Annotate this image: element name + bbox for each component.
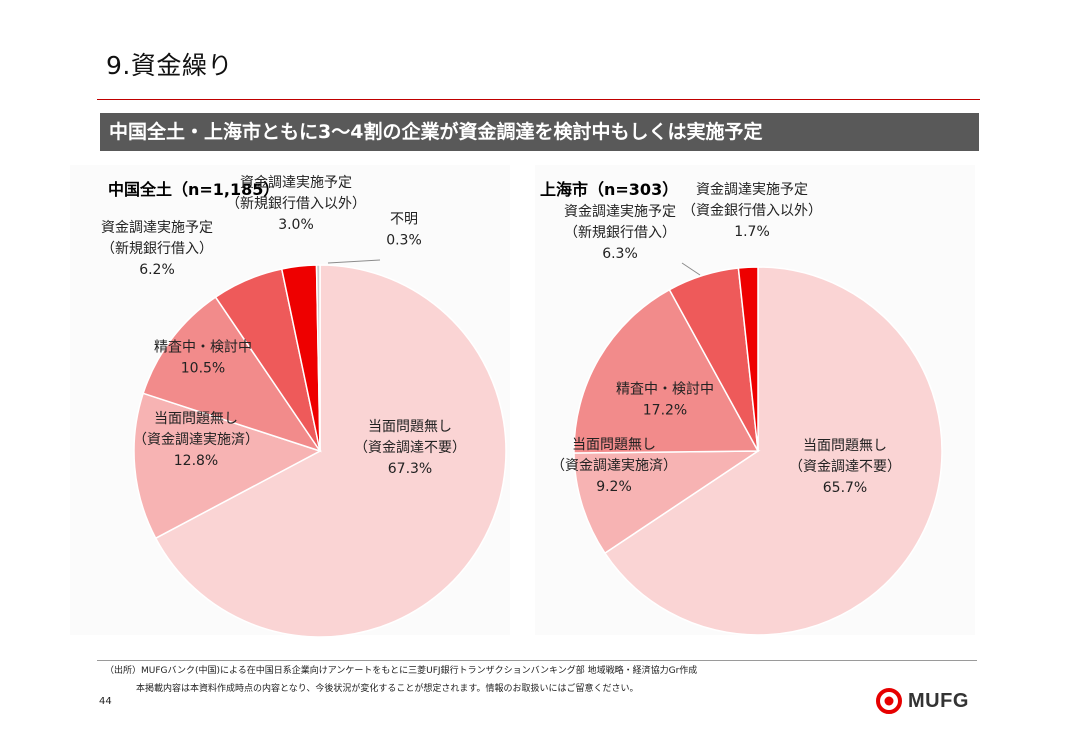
- slice-label-china-not-needed: （資金調達不要）: [354, 440, 466, 456]
- headline-banner: 中国全土・上海市ともに3～4割の企業が資金調達を検討中もしくは実施予定: [100, 113, 979, 151]
- slice-label-china-implemented: 当面問題無し: [154, 411, 238, 427]
- slice-label-shanghai-other-funding: 資金調達実施予定: [696, 182, 808, 198]
- pie-slice-china-not-needed: [154, 264, 507, 638]
- slice-value-shanghai-reviewing: 17.2%: [643, 403, 687, 419]
- slice-label-shanghai-other-funding: （資金銀行借入以外）: [682, 203, 822, 219]
- source-note: （出所）MUFGバンク(中国)による在中国日系企業向けアンケートをもとに三菱UF…: [105, 666, 698, 676]
- slice-value-china-not-needed: 67.3%: [388, 461, 432, 477]
- slice-label-china-not-needed: 当面問題無し: [368, 419, 452, 435]
- leader-line-china-unknown: [327, 259, 381, 264]
- pie-slice-china-reviewing: [142, 296, 322, 453]
- slice-label-shanghai-new-bank-loan: 資金調達実施予定: [564, 204, 676, 220]
- slice-label-shanghai-not-needed: （資金調達不要）: [789, 459, 901, 475]
- mufg-logo-icon: [876, 688, 902, 714]
- slice-value-shanghai-not-needed: 65.7%: [823, 480, 867, 496]
- slice-label-shanghai-not-needed: 当面問題無し: [803, 438, 887, 454]
- slice-label-china-unknown: 不明: [390, 212, 418, 228]
- pie-slice-china-implemented: [133, 392, 322, 540]
- leader-line-shanghai-new-bank-loan: [681, 262, 701, 276]
- title-divider: [97, 99, 980, 100]
- slice-value-china-reviewing: 10.5%: [181, 361, 225, 377]
- pie-slice-china-unknown: [315, 264, 321, 452]
- slice-value-china-other-funding: 3.0%: [278, 217, 314, 233]
- slice-value-china-implemented: 12.8%: [174, 453, 218, 469]
- slice-label-shanghai-implemented: （資金調達実施済）: [551, 458, 677, 474]
- footer-divider: [97, 660, 977, 661]
- pie-slice-shanghai-not-needed: [603, 266, 943, 636]
- chart-title-china: 中国全土（n=1,185）: [108, 180, 280, 199]
- mufg-logo-text: MUFG: [908, 689, 969, 712]
- slice-label-china-other-funding: （新規銀行借入以外）: [226, 196, 366, 212]
- slice-label-china-new-bank-loan: （新規銀行借入）: [101, 241, 213, 257]
- page-title: 9.資金繰り: [106, 51, 233, 80]
- disclaimer-note: 本掲載内容は本資料作成時点の内容となり、今後状況が変化することが想定されます。情…: [136, 684, 639, 694]
- slice-value-shanghai-other-funding: 1.7%: [734, 224, 770, 240]
- slice-label-shanghai-reviewing: 精査中・検討中: [616, 382, 714, 398]
- slice-value-shanghai-new-bank-loan: 6.3%: [602, 246, 638, 262]
- slice-label-shanghai-new-bank-loan: （新規銀行借入）: [564, 225, 676, 241]
- slice-value-shanghai-implemented: 9.2%: [596, 479, 632, 495]
- slice-label-china-reviewing: 精査中・検討中: [154, 340, 252, 356]
- chart-title-shanghai: 上海市（n=303）: [540, 180, 679, 199]
- mufg-logo: MUFG: [876, 688, 969, 714]
- slice-label-china-implemented: （資金調達実施済）: [133, 432, 259, 448]
- slice-value-china-unknown: 0.3%: [386, 233, 422, 249]
- pie-slice-shanghai-reviewing: [573, 288, 760, 454]
- slice-label-china-new-bank-loan: 資金調達実施予定: [101, 220, 213, 236]
- slice-value-china-new-bank-loan: 6.2%: [139, 262, 175, 278]
- slice-label-shanghai-implemented: 当面問題無し: [572, 437, 656, 453]
- pie-slice-shanghai-implemented: [573, 450, 761, 555]
- pie-slice-shanghai-other-funding: [737, 266, 759, 452]
- page-number: 44: [99, 696, 112, 707]
- slice-label-china-other-funding: 資金調達実施予定: [240, 175, 352, 191]
